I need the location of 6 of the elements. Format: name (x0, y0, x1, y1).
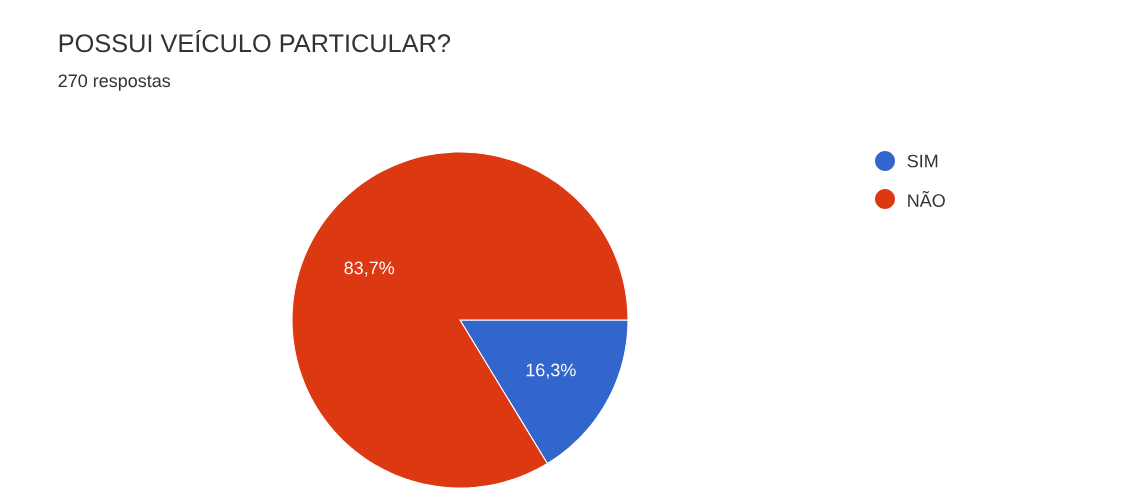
legend-label: SIM (907, 154, 938, 168)
legend-label: NÃO (908, 191, 945, 207)
text: 270 respostas (58, 74, 171, 91)
data-label: 16,3% (526, 363, 576, 379)
data-label: 83,7% (344, 261, 395, 277)
chart-title: POSSUI VEÍCULO PARTICULAR? (59, 30, 451, 53)
